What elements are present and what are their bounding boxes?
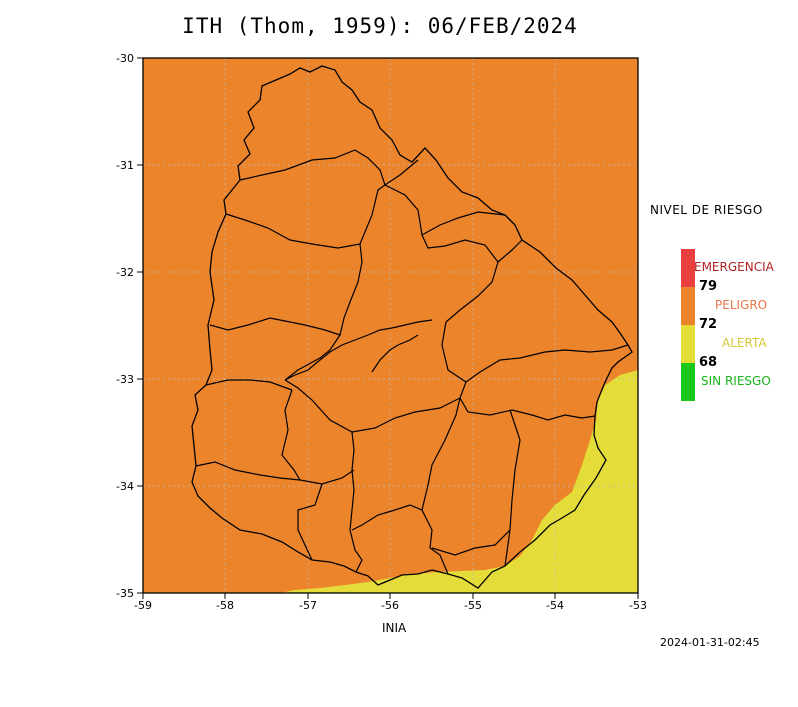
x-tick-label: -57 <box>299 599 317 612</box>
y-tick-label: -35 <box>116 587 134 600</box>
legend-title: NIVEL DE RIESGO <box>650 203 763 217</box>
y-tick-label: -30 <box>116 52 134 65</box>
legend-label-peligro: PELIGRO <box>715 298 768 312</box>
x-tick-label: -59 <box>134 599 152 612</box>
x-tick-label: -53 <box>629 599 647 612</box>
tick-marks <box>137 57 639 599</box>
gridlines <box>143 58 638 593</box>
alerta-region <box>280 370 638 593</box>
x-tick-label: -58 <box>216 599 234 612</box>
legend-swatch-sin-riesgo <box>681 363 695 401</box>
y-tick-label: -33 <box>116 373 134 386</box>
legend-threshold: 79 <box>699 279 718 294</box>
x-tick-label: -55 <box>464 599 482 612</box>
legend-threshold: 72 <box>699 317 718 332</box>
legend-swatch-alerta <box>681 325 695 363</box>
legend-label-emergencia: EMERGENCIA <box>694 260 774 274</box>
legend-label-sin-riesgo: SIN RIESGO <box>701 374 771 388</box>
legend-swatch-peligro <box>681 287 695 325</box>
y-tick-label: -32 <box>116 266 134 279</box>
y-tick-label: -34 <box>116 480 134 493</box>
x-tick-label: -54 <box>546 599 564 612</box>
country-outline <box>191 65 633 589</box>
x-tick-label: -56 <box>381 599 399 612</box>
y-tick-label: -31 <box>116 159 134 172</box>
peligro-region <box>143 58 638 593</box>
rio-negro-lake <box>284 319 433 381</box>
timestamp: 2024-01-31-02:45 <box>660 636 760 649</box>
legend-threshold: 68 <box>699 355 718 370</box>
map-title: ITH (Thom, 1959): 06/FEB/2024 <box>182 14 578 38</box>
x-axis-label: INIA <box>382 621 407 635</box>
department-borders <box>195 149 629 575</box>
legend-label-alerta: ALERTA <box>722 336 767 350</box>
legend-swatch-emergencia <box>681 249 695 287</box>
